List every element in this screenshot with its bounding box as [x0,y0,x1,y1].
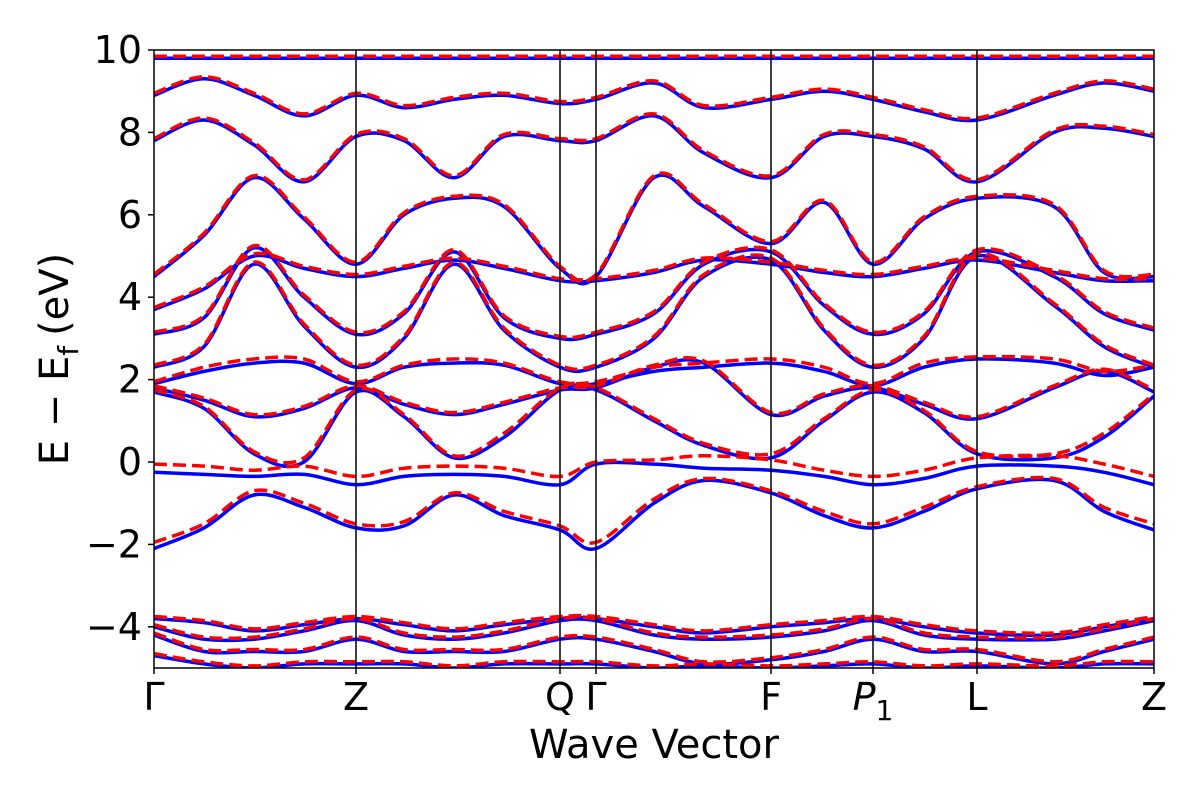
x-tick-label-5: P1 [853,675,894,727]
y-tick-label-3: 2 [118,358,142,402]
y-tick-label-1: −2 [86,522,142,566]
x-tick-label-6: L [966,675,987,719]
band-line-series1-0 [154,475,1154,545]
y-axis-title: E − Ef (eV) [32,253,85,466]
x-tick-label-3: Γ [585,675,606,719]
x-tick-label-1: Z [343,675,369,719]
x-tick-label-2: Q [545,675,575,719]
x-axis-title: Wave Vector [529,722,780,768]
band-line-series1-2 [154,381,1154,465]
x-tick-label-7: Z [1141,675,1167,719]
y-axis-title-main: E − E [32,356,78,466]
plot-frame [153,49,1155,669]
y-tick-label-5: 6 [118,193,142,237]
y-tick-label-6: 8 [118,110,142,154]
y-axis-title-unit: (eV) [32,253,78,336]
y-tick-label-7: 10 [94,28,142,72]
x-tick-label-0: Γ [143,675,164,719]
y-tick-label-4: 4 [118,275,142,319]
x-tick-label-4: F [760,675,782,719]
band-line-series1-9 [154,112,1154,182]
y-tick-label-2: 0 [118,440,142,484]
band-line-series1-1 [154,453,1154,479]
y-axis-title-subscript: f [52,345,85,356]
band-line-series1-5 [154,251,1154,372]
band-line-series1-8 [154,171,1154,284]
high-symmetry-lines [355,50,978,668]
y-axis-ticks: −4 −2 0 2 4 6 8 10 [86,28,154,649]
band-line-series1-6 [154,243,1154,340]
band-line-series0-0 [154,477,1154,551]
x-axis-ticks: Γ Z Q Γ F P1 L Z [143,668,1167,727]
y-tick-label-0: −4 [86,605,142,649]
